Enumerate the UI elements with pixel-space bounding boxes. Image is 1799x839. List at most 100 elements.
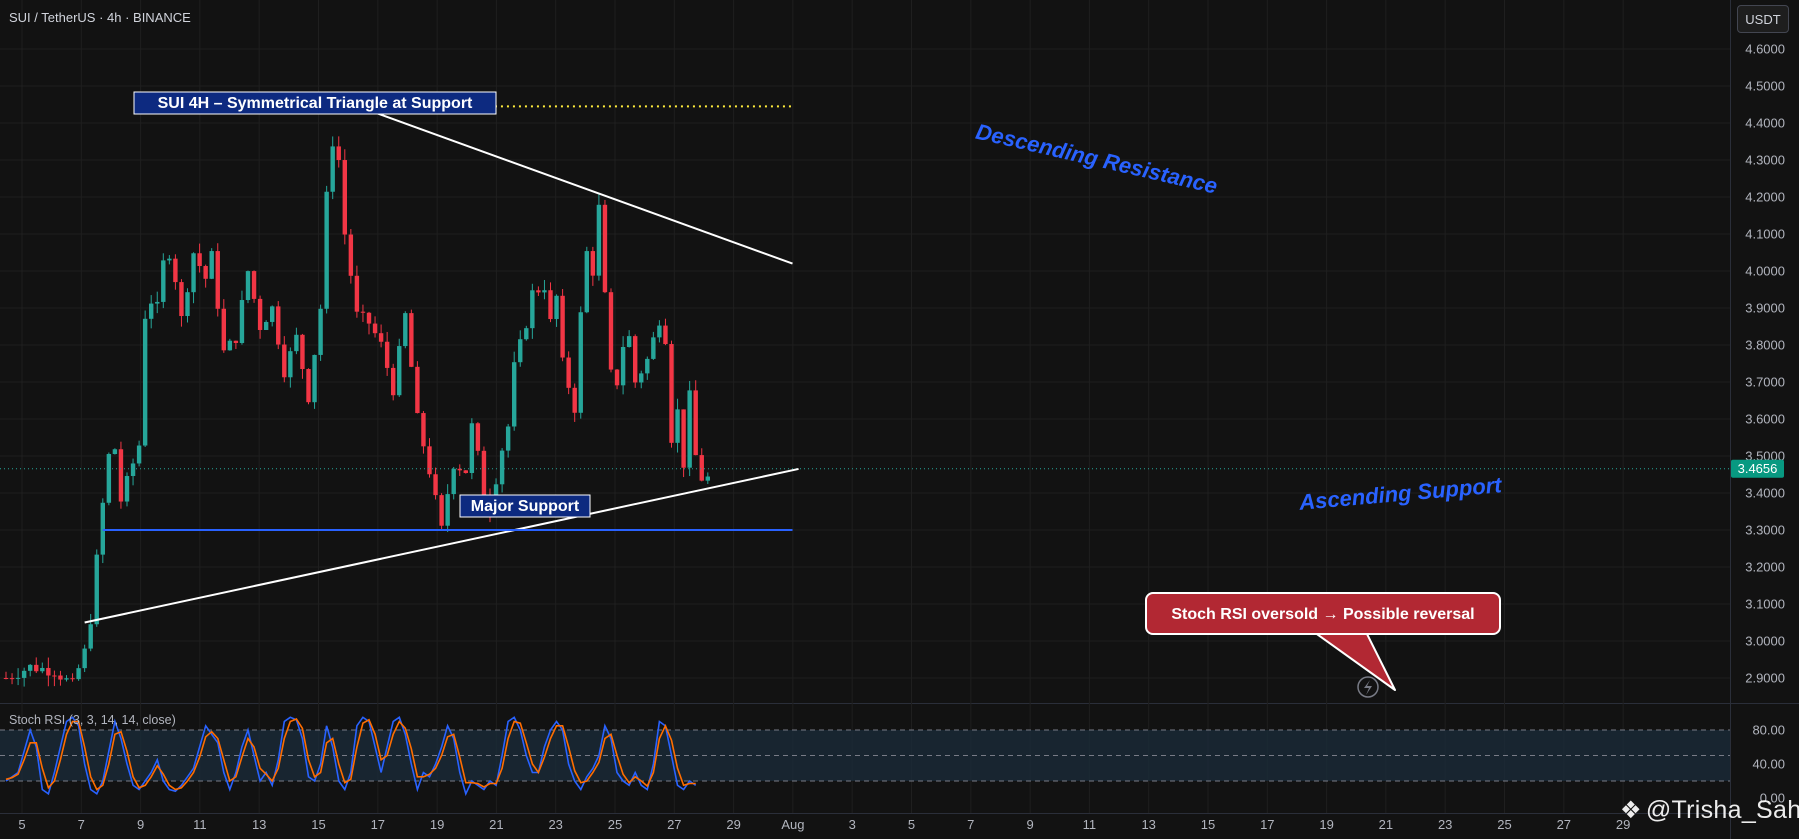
candle-body[interactable]: [149, 303, 154, 319]
candle[interactable]: [530, 283, 535, 339]
candle-body[interactable]: [669, 344, 674, 443]
candle[interactable]: [185, 288, 190, 323]
candle[interactable]: [324, 185, 329, 314]
candle[interactable]: [342, 149, 347, 245]
candle[interactable]: [233, 340, 239, 349]
candle[interactable]: [28, 664, 33, 677]
candle[interactable]: [197, 243, 202, 273]
candle[interactable]: [9, 673, 15, 685]
candle-body[interactable]: [203, 266, 208, 279]
candle-body[interactable]: [94, 554, 99, 625]
candle[interactable]: [34, 657, 39, 674]
candle-body[interactable]: [512, 362, 517, 427]
candle[interactable]: [439, 493, 444, 530]
candle-body[interactable]: [251, 271, 257, 299]
candle[interactable]: [124, 472, 130, 507]
candle[interactable]: [620, 336, 626, 395]
candle[interactable]: [330, 136, 335, 200]
candle-body[interactable]: [21, 670, 27, 678]
candle-body[interactable]: [233, 340, 239, 344]
candle[interactable]: [251, 270, 257, 303]
candle-body[interactable]: [421, 413, 426, 447]
candle-body[interactable]: [663, 325, 668, 345]
candle-body[interactable]: [427, 446, 432, 475]
candle-body[interactable]: [639, 373, 644, 383]
candle-body[interactable]: [590, 251, 596, 276]
candle-body[interactable]: [657, 325, 662, 338]
candle[interactable]: [282, 336, 287, 383]
candle[interactable]: [445, 484, 450, 533]
candle[interactable]: [112, 448, 118, 455]
candle[interactable]: [651, 331, 656, 360]
stoch-d-line[interactable]: [5, 718, 696, 791]
candle[interactable]: [633, 334, 638, 388]
candle-body[interactable]: [542, 290, 547, 293]
candle-body[interactable]: [481, 450, 487, 497]
candle-body[interactable]: [239, 300, 245, 344]
title-annotation[interactable]: SUI 4H – Symmetrical Triangle at Support: [133, 91, 497, 115]
candle-body[interactable]: [584, 251, 589, 313]
candle-body[interactable]: [70, 678, 75, 680]
candle-body[interactable]: [675, 409, 680, 443]
candle[interactable]: [427, 438, 432, 478]
candle[interactable]: [46, 657, 51, 687]
candle-body[interactable]: [620, 346, 626, 386]
candle[interactable]: [596, 194, 602, 281]
candle[interactable]: [203, 264, 208, 288]
candle[interactable]: [693, 380, 698, 456]
candle[interactable]: [705, 472, 710, 484]
candle-body[interactable]: [318, 308, 323, 355]
candle-body[interactable]: [548, 290, 553, 320]
candle-body[interactable]: [409, 313, 414, 367]
candle-body[interactable]: [58, 675, 63, 680]
candle[interactable]: [136, 440, 142, 467]
candle[interactable]: [318, 304, 323, 361]
candle[interactable]: [82, 644, 87, 673]
candle-body[interactable]: [185, 292, 190, 317]
candle-body[interactable]: [469, 423, 475, 473]
candle-body[interactable]: [397, 346, 402, 396]
candle[interactable]: [354, 265, 360, 318]
candle-body[interactable]: [142, 318, 148, 446]
candle[interactable]: [518, 330, 523, 367]
candle-body[interactable]: [366, 312, 372, 324]
symbol-header[interactable]: SUI / TetherUS · 4h · BINANCE: [9, 10, 191, 25]
candle-body[interactable]: [372, 323, 378, 334]
candle-body[interactable]: [52, 675, 57, 677]
candle[interactable]: [505, 423, 511, 458]
candle[interactable]: [173, 254, 178, 290]
candle-body[interactable]: [336, 146, 341, 161]
stoch-rsi-pane[interactable]: [5, 716, 697, 797]
candle[interactable]: [155, 291, 160, 314]
candle-body[interactable]: [130, 463, 136, 477]
candle-body[interactable]: [28, 664, 33, 671]
candle[interactable]: [608, 288, 614, 373]
candle[interactable]: [657, 320, 662, 343]
candle[interactable]: [94, 549, 99, 627]
candle[interactable]: [512, 351, 517, 431]
candle-body[interactable]: [276, 306, 281, 345]
axes[interactable]: 2.90003.00003.10003.20003.30003.40003.50…: [18, 42, 1785, 833]
candle-body[interactable]: [161, 260, 166, 302]
currency-button[interactable]: USDT: [1737, 5, 1789, 33]
candle-body[interactable]: [82, 648, 87, 669]
ascending-support-line[interactable]: [84, 467, 799, 624]
candle-body[interactable]: [342, 160, 347, 235]
stoch-k-line[interactable]: [5, 716, 697, 797]
candle-body[interactable]: [330, 146, 335, 192]
candle-body[interactable]: [626, 336, 632, 347]
candle[interactable]: [433, 467, 438, 500]
candle[interactable]: [499, 448, 505, 493]
candle[interactable]: [669, 340, 674, 448]
candle-body[interactable]: [76, 668, 81, 680]
candle[interactable]: [481, 446, 487, 497]
candle-body[interactable]: [64, 678, 69, 680]
candle-body[interactable]: [681, 409, 686, 468]
candle-body[interactable]: [403, 313, 408, 347]
indicator-label[interactable]: Stoch RSI (3, 3, 14, 14, close): [9, 713, 176, 727]
candle-body[interactable]: [572, 387, 577, 413]
candle-body[interactable]: [645, 358, 650, 374]
candle[interactable]: [554, 294, 559, 327]
candle-body[interactable]: [439, 495, 444, 526]
